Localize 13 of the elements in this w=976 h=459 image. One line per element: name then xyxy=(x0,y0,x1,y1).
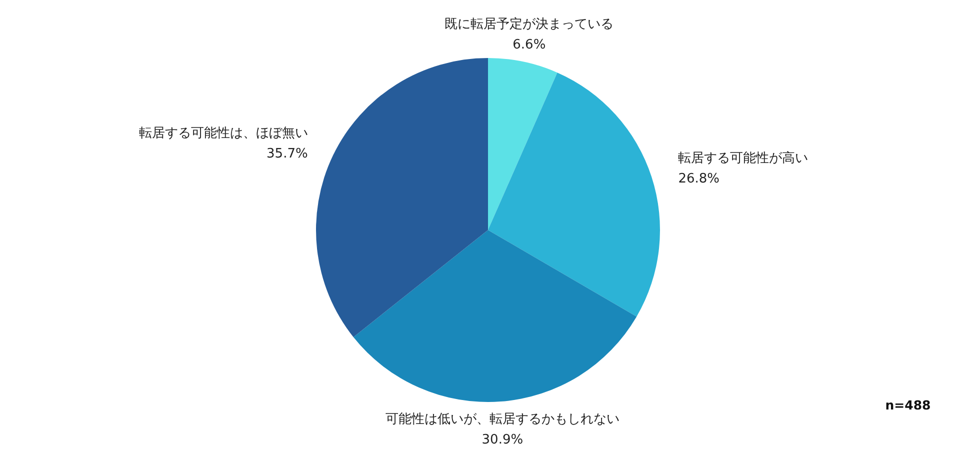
pie-slice xyxy=(488,58,558,230)
slice-label: 転居する可能性が高い xyxy=(678,149,808,166)
pie-slice xyxy=(316,58,488,338)
data-label: 26.8% xyxy=(678,170,720,186)
data-label: 6.6% xyxy=(512,37,546,52)
pie-slice xyxy=(353,230,637,402)
slice-label: 既に転居予定が決まっている xyxy=(444,16,614,32)
slice-label: 転居する可能性は、ほぼ無い xyxy=(138,125,308,140)
pie-slice xyxy=(488,72,660,317)
slice-label: 可能性は低いが、転居するかもしれない xyxy=(385,412,620,427)
text: n=488 xyxy=(885,398,931,412)
data-label: 30.9% xyxy=(482,432,524,448)
data-label: 35.7% xyxy=(266,146,308,161)
